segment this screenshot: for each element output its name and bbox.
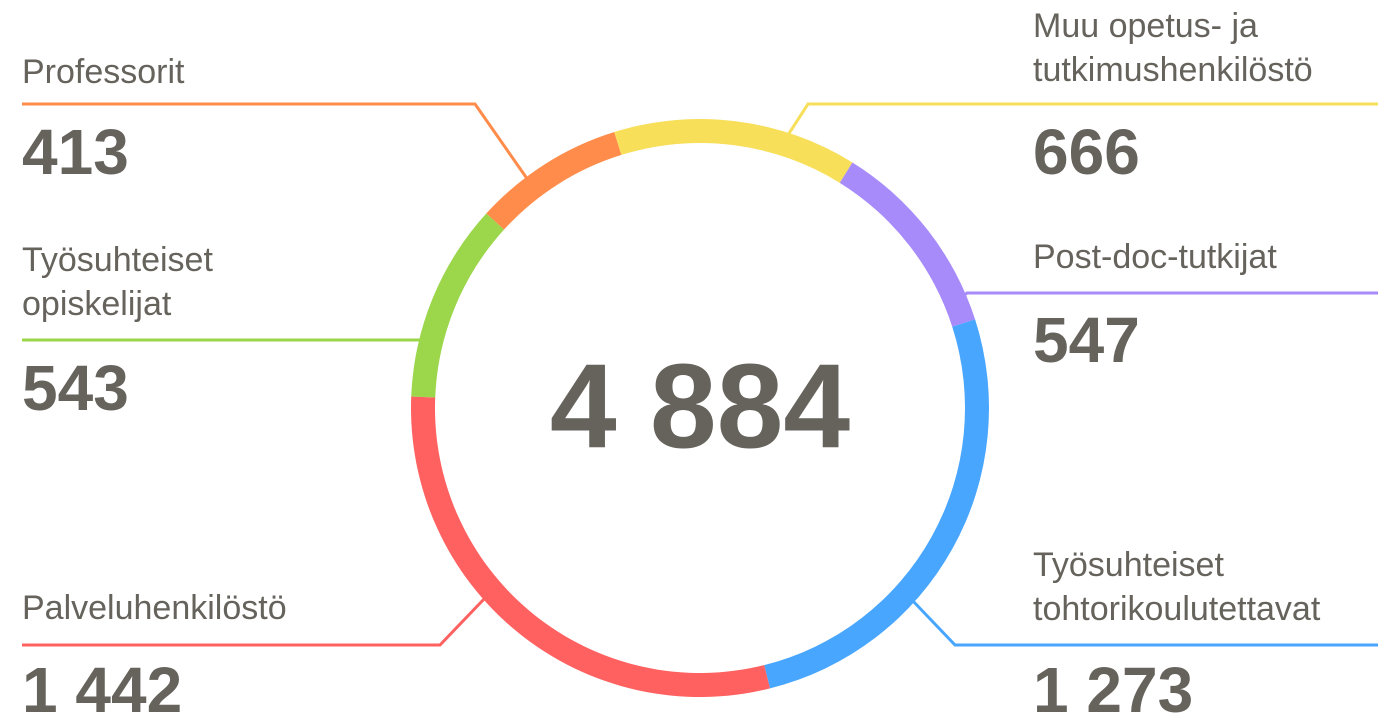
value-label: 666	[1033, 116, 1140, 188]
donut-segment	[764, 319, 989, 689]
leader-line	[22, 102, 530, 181]
value-label: 543	[22, 352, 129, 424]
value-label: 413	[22, 116, 129, 188]
leader-line	[786, 102, 1378, 136]
category-label: Palveluhenkilöstö	[22, 589, 287, 627]
category-label: Post-doc-tutkijat	[1033, 238, 1277, 276]
leader-line	[22, 596, 487, 647]
value-label: 1 273	[1033, 654, 1194, 721]
category-label: Muu opetus- ja tutkimushenkilöstö	[1033, 7, 1313, 89]
category-label: Työsuhteiset opiskelijat	[22, 241, 213, 323]
category-label: Työsuhteiset tohtorikoulutettavat	[1033, 546, 1321, 628]
donut-segment	[411, 213, 504, 398]
value-label: 1 442	[22, 654, 183, 721]
donut-segment	[839, 162, 976, 327]
total-value: 4 884	[550, 340, 851, 474]
donut-segment	[614, 119, 853, 183]
leader-line	[949, 291, 1378, 307]
category-label: Professorit	[22, 53, 185, 91]
value-label: 547	[1033, 304, 1140, 376]
donut-segment	[486, 132, 622, 230]
leader-line	[910, 598, 1378, 647]
